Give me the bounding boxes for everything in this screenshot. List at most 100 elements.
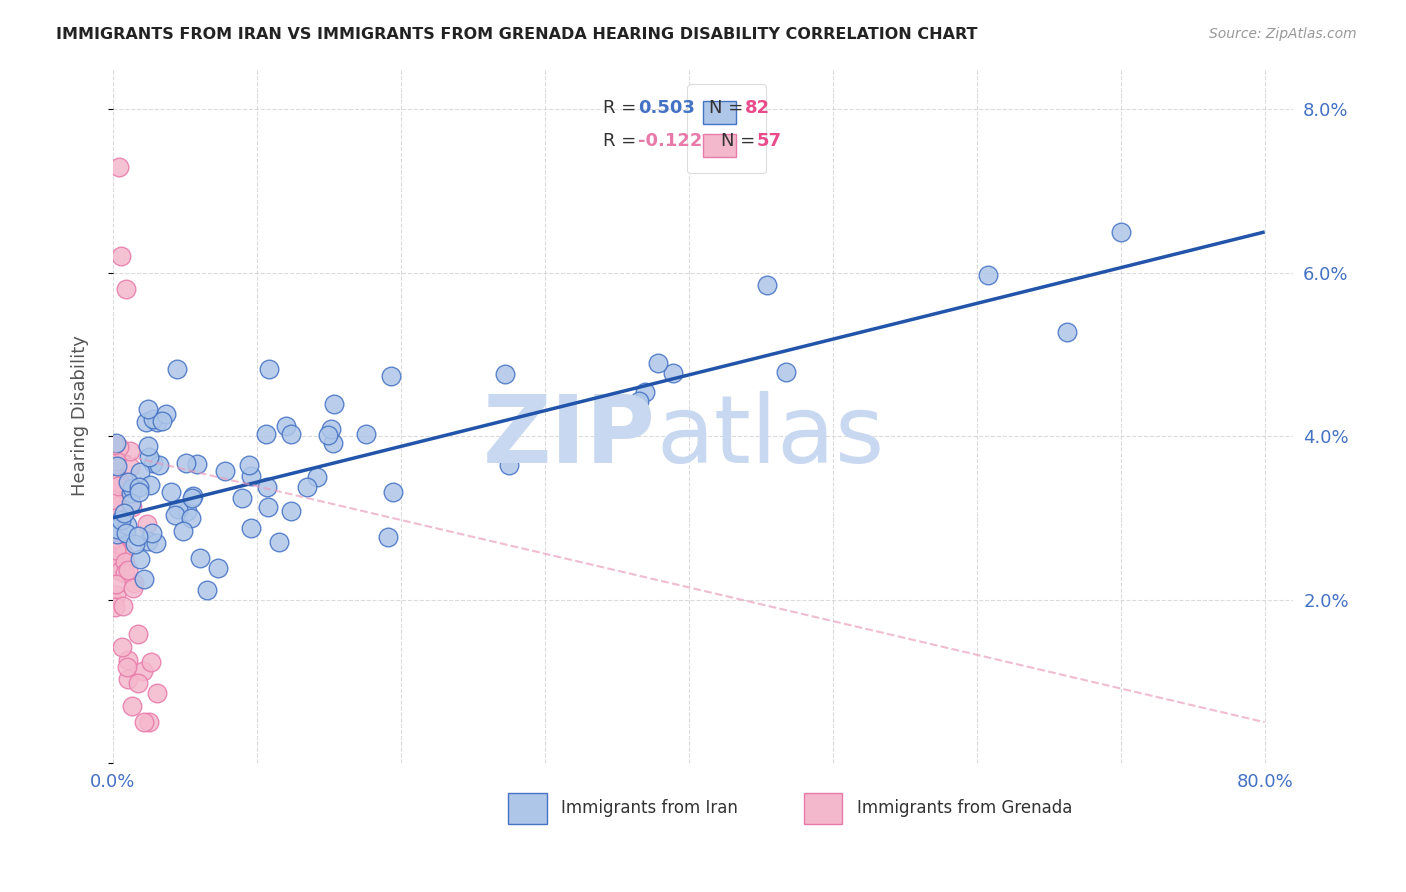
Point bbox=[148, 458, 170, 472]
Point bbox=[124, 537, 146, 551]
Point bbox=[494, 368, 516, 382]
Point bbox=[104, 543, 127, 558]
Point bbox=[139, 478, 162, 492]
Point bbox=[121, 698, 143, 713]
Point bbox=[105, 526, 128, 541]
Point bbox=[114, 555, 136, 569]
Point bbox=[104, 576, 127, 591]
Point bbox=[105, 458, 128, 473]
Point bbox=[129, 465, 152, 479]
Text: -0.122: -0.122 bbox=[638, 132, 703, 151]
Point bbox=[167, 501, 190, 516]
Point bbox=[256, 480, 278, 494]
Point bbox=[108, 475, 131, 489]
Point bbox=[138, 715, 160, 730]
Point bbox=[188, 551, 211, 566]
Point bbox=[111, 599, 134, 614]
Point bbox=[756, 278, 779, 293]
Point bbox=[103, 594, 125, 608]
Point bbox=[103, 464, 125, 478]
Point bbox=[381, 485, 404, 500]
Point bbox=[238, 458, 260, 472]
Y-axis label: Hearing Disability: Hearing Disability bbox=[72, 335, 89, 496]
Text: N =: N = bbox=[709, 99, 749, 117]
Point bbox=[105, 558, 128, 573]
Point bbox=[112, 506, 135, 520]
Point bbox=[111, 640, 134, 655]
Point bbox=[163, 508, 186, 523]
Point bbox=[254, 426, 277, 441]
Point bbox=[104, 435, 127, 450]
Point bbox=[105, 524, 128, 538]
Point bbox=[319, 422, 342, 436]
Point bbox=[128, 480, 150, 494]
Point bbox=[380, 369, 402, 384]
Point bbox=[112, 547, 135, 561]
Point bbox=[256, 500, 278, 514]
Text: R =: R = bbox=[603, 132, 641, 151]
Point bbox=[135, 516, 157, 531]
Point bbox=[176, 504, 198, 518]
Point bbox=[316, 427, 339, 442]
Point bbox=[498, 458, 520, 473]
Point bbox=[132, 572, 155, 586]
Point bbox=[139, 655, 162, 669]
Point bbox=[122, 581, 145, 595]
Bar bbox=[509, 793, 547, 824]
Point bbox=[135, 415, 157, 429]
Point bbox=[105, 522, 128, 536]
Point bbox=[103, 438, 125, 452]
Point bbox=[122, 576, 145, 591]
Point bbox=[150, 414, 173, 428]
Point bbox=[977, 268, 1000, 282]
Point bbox=[146, 415, 169, 429]
Bar bbox=[803, 793, 842, 824]
Point bbox=[269, 535, 291, 549]
Point bbox=[117, 475, 139, 489]
Point bbox=[121, 500, 143, 515]
Text: 57: 57 bbox=[756, 132, 782, 151]
Point bbox=[134, 715, 156, 730]
Point bbox=[103, 555, 125, 569]
Point bbox=[166, 361, 188, 376]
Point bbox=[112, 547, 135, 561]
Point bbox=[105, 499, 128, 513]
Point bbox=[110, 513, 132, 527]
Point bbox=[108, 441, 131, 455]
Point bbox=[114, 282, 136, 296]
Point bbox=[112, 506, 135, 520]
Point bbox=[354, 426, 377, 441]
Point bbox=[136, 440, 159, 454]
Point bbox=[120, 496, 142, 510]
Point bbox=[280, 427, 302, 442]
Point bbox=[141, 525, 163, 540]
Point bbox=[107, 160, 129, 174]
Point bbox=[195, 583, 218, 598]
Point bbox=[103, 469, 125, 483]
Point bbox=[295, 480, 318, 494]
Point bbox=[142, 412, 165, 426]
Text: 0.503: 0.503 bbox=[638, 99, 695, 117]
Point bbox=[174, 456, 197, 470]
Point bbox=[111, 545, 134, 559]
Point bbox=[104, 452, 127, 467]
Point bbox=[207, 560, 229, 574]
Point bbox=[377, 530, 399, 544]
Point bbox=[114, 481, 136, 495]
Point bbox=[305, 469, 328, 483]
Point bbox=[108, 564, 131, 578]
Point bbox=[240, 520, 263, 534]
Point bbox=[627, 393, 650, 408]
Point bbox=[257, 362, 280, 376]
Point bbox=[155, 407, 177, 421]
Point bbox=[322, 397, 344, 411]
Point bbox=[180, 511, 202, 525]
Point bbox=[103, 440, 125, 454]
Point bbox=[107, 526, 129, 541]
Point bbox=[138, 450, 160, 464]
Point bbox=[107, 478, 129, 492]
Point bbox=[121, 481, 143, 495]
Text: N =: N = bbox=[721, 132, 761, 151]
Text: atlas: atlas bbox=[657, 391, 884, 483]
Point bbox=[104, 588, 127, 602]
